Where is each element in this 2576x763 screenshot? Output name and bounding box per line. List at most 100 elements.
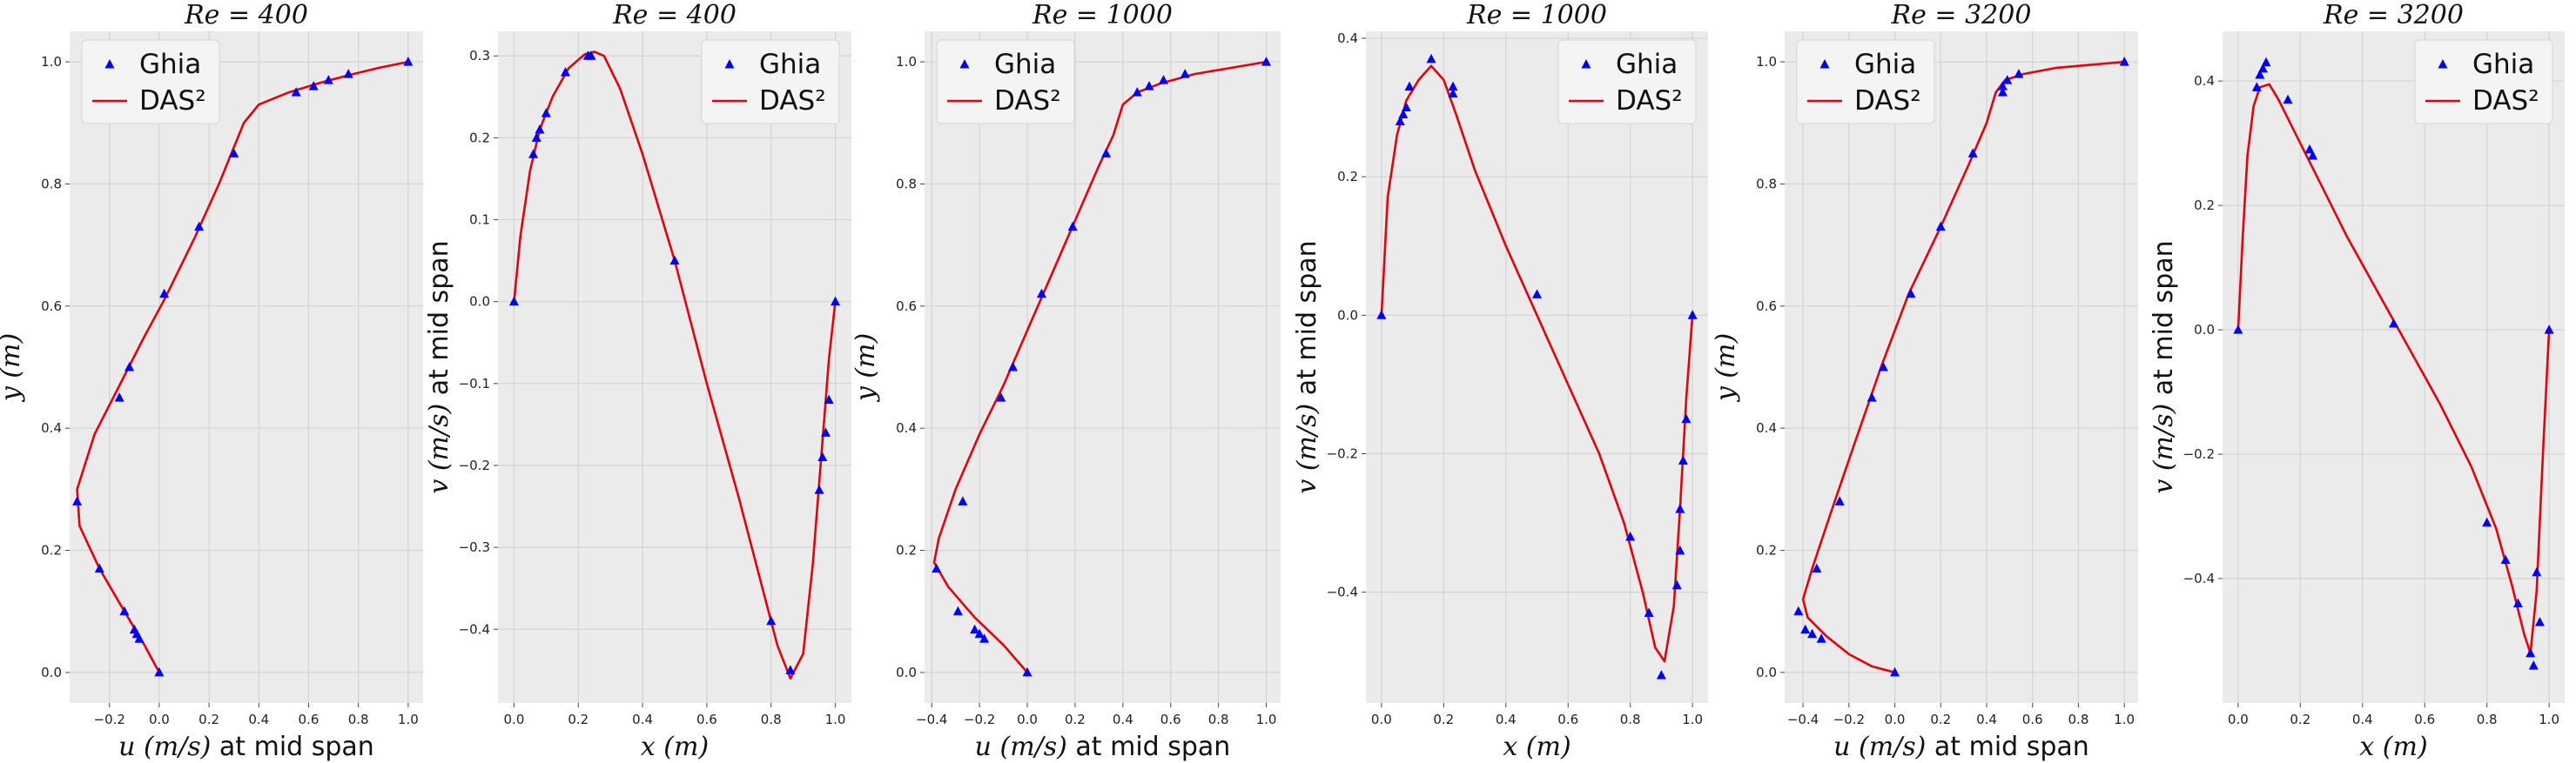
y-tick-label: −0.2 — [2183, 446, 2215, 462]
ghia-data-point — [129, 624, 139, 634]
ghia-data-point — [1448, 88, 1458, 98]
x-tick-label: 1.0 — [1256, 712, 1277, 727]
y-tick-label: 0.6 — [896, 298, 917, 314]
x-tick-label: 0.0 — [1885, 712, 1906, 727]
ghia-data-point — [996, 392, 1006, 402]
ghia-data-point — [2002, 75, 2013, 84]
legend-box — [936, 39, 1075, 124]
ghia-data-point — [1678, 455, 1688, 465]
plot-area — [925, 31, 1281, 703]
ghia-data-point — [958, 496, 968, 505]
grid-lines — [1785, 31, 2138, 703]
ghia-data-point — [1376, 310, 1387, 319]
y-tick-label: 0.4 — [1756, 420, 1777, 436]
x-tick-label: 1.0 — [825, 712, 846, 727]
y-tick-label: 1.0 — [896, 54, 917, 70]
x-tick-label: 1.0 — [398, 712, 419, 727]
grid-lines — [925, 31, 1281, 703]
chart-panel-2: 0.0 0.2 0.4 0.6 0.8 1.0 −0.4 −0.3 −0.2 −0.1 0.0 0.1… — [424, 0, 851, 762]
ghia-data-point — [535, 124, 545, 134]
x-tick-label: 1.0 — [1682, 712, 1703, 727]
legend-label-das2: DAS² — [1854, 85, 1921, 117]
y-tick-label: 1.0 — [1756, 54, 1777, 70]
ghia-data-point — [2534, 617, 2545, 626]
y-tick-label: −0.3 — [459, 539, 490, 555]
y-tick-label: 0.4 — [2194, 73, 2215, 89]
ghia-data-point — [817, 452, 828, 462]
series-group — [1376, 53, 1698, 679]
ghia-data-point — [2257, 63, 2268, 73]
ghia-data-point — [2283, 94, 2293, 104]
ghia-data-point — [308, 81, 319, 90]
ghia-data-point — [2308, 150, 2318, 160]
x-tick-label: 0.8 — [2068, 712, 2089, 727]
y-tick-label: −0.2 — [1327, 445, 1358, 461]
ghia-data-point — [1997, 87, 2008, 97]
x-tick-label: 0.4 — [248, 712, 269, 727]
ghia-data-point — [2512, 598, 2523, 608]
ghia-data-point — [1687, 310, 1698, 319]
ghia-data-point — [820, 427, 831, 437]
chart-panel-5: −0.4 −0.2 0.0 0.2 0.4 0.6 0.8 1.0 0.0 0.2 0.4 0.6 0.… — [1711, 0, 2138, 762]
legend-label-ghia: Ghia — [759, 49, 821, 80]
legend-label-ghia: Ghia — [139, 49, 201, 80]
x-tick-label: −0.2 — [964, 712, 995, 727]
legend-label-ghia: Ghia — [2472, 49, 2534, 80]
ghia-data-point — [1866, 392, 1877, 402]
ghia-data-point — [1671, 579, 1682, 590]
chart-title: Re = 1000 — [1032, 0, 1173, 30]
series-group — [72, 57, 414, 677]
ghia-data-point — [2544, 325, 2554, 334]
ghia-data-point — [814, 485, 824, 494]
y-tick-label: 0.8 — [1756, 176, 1777, 191]
ghia-data-point — [1816, 633, 1826, 643]
x-tick-label: 0.6 — [2022, 712, 2043, 727]
ghia-data-point — [72, 496, 83, 505]
legend: Ghia DAS² — [2414, 39, 2553, 124]
x-tick-label: 0.2 — [1065, 712, 1086, 727]
x-tick-label: 1.0 — [2539, 712, 2559, 727]
y-tick-label: 0.0 — [469, 294, 490, 310]
ghia-data-point — [1132, 87, 1142, 97]
y-tick-label: 0.8 — [41, 176, 62, 191]
ghia-data-point — [323, 75, 333, 84]
ghia-data-point — [1834, 496, 1845, 505]
x-tick-label: 0.2 — [198, 712, 219, 727]
ghia-data-point — [1101, 148, 1112, 157]
legend-label-das2: DAS² — [139, 85, 206, 117]
y-tick-label: 0.4 — [896, 420, 917, 436]
ghia-data-point — [561, 67, 571, 77]
x-tick-label: 0.4 — [2352, 712, 2373, 727]
ghia-data-point — [1967, 148, 1978, 157]
y-tick-label: −0.4 — [459, 621, 490, 637]
x-tick-label: 0.2 — [568, 712, 589, 727]
y-tick-label: 0.0 — [41, 665, 62, 680]
ghia-data-point — [1793, 606, 1804, 616]
x-tick-label: 0.8 — [2477, 712, 2498, 727]
legend-ghia-marker — [1581, 59, 1591, 69]
y-tick-label: −0.1 — [459, 376, 490, 392]
y-axis-label: v (m/s) at mid span — [2149, 240, 2179, 493]
ghia-data-point — [2526, 647, 2536, 658]
y-tick-label: 0.0 — [896, 665, 917, 680]
y-tick-label: 0.6 — [1756, 298, 1777, 314]
y-tick-label: 0.3 — [469, 48, 490, 64]
y-tick-label: 0.2 — [1337, 169, 1358, 184]
ghia-data-point — [1807, 628, 1818, 639]
x-tick-label: 0.0 — [149, 712, 170, 727]
chart-panel-1: −0.2 0.0 0.2 0.4 0.6 0.8 1.0 0.0 0.2 0.4 0.6 0.8 1.0… — [0, 0, 423, 762]
x-tick-label: 0.6 — [299, 712, 319, 727]
ghia-data-point — [531, 132, 541, 142]
ghia-data-point — [1037, 288, 1047, 298]
series-group — [508, 50, 841, 680]
x-tick-label: 0.6 — [1557, 712, 1578, 727]
ghia-data-point — [952, 606, 963, 616]
ghia-data-point — [824, 394, 834, 405]
legend-label-ghia: Ghia — [1854, 49, 1916, 80]
legend-box — [701, 39, 840, 124]
ghia-data-point — [2119, 57, 2129, 66]
y-axis-label: y (m) — [851, 333, 881, 403]
x-axis-label: u (m/s) at mid span — [1833, 732, 2089, 762]
plot-area — [1366, 31, 1708, 703]
legend: Ghia DAS² — [1557, 39, 1697, 124]
